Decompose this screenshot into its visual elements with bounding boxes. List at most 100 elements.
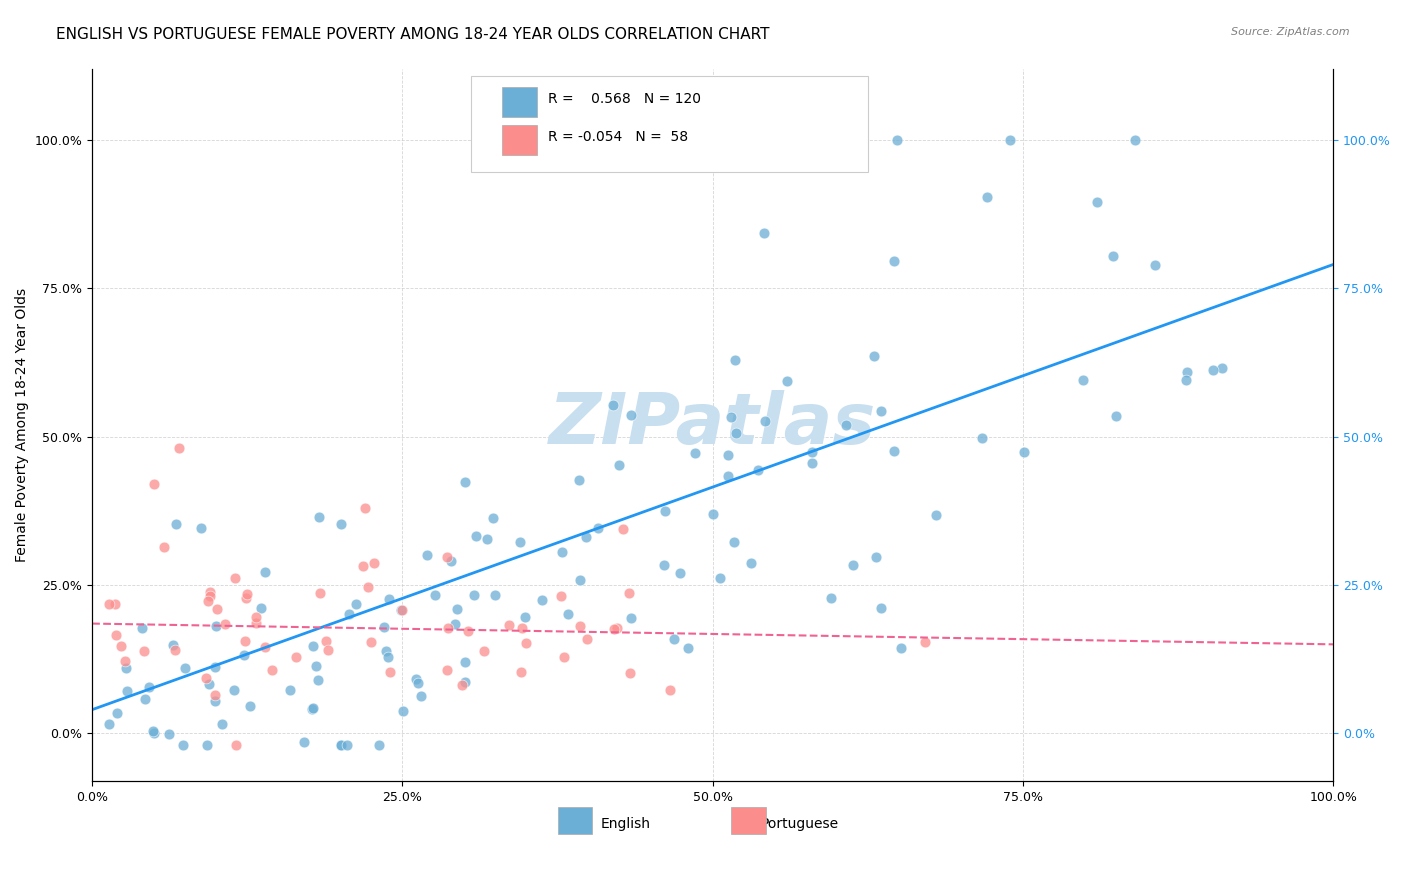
English bbox=[411, 690, 433, 704]
English bbox=[440, 554, 463, 568]
English bbox=[1175, 365, 1198, 379]
English bbox=[724, 426, 747, 441]
English bbox=[883, 254, 905, 268]
Portuguese bbox=[197, 593, 219, 607]
Portuguese bbox=[245, 615, 267, 630]
English bbox=[654, 504, 676, 518]
Text: ZIPatlas: ZIPatlas bbox=[550, 390, 876, 459]
English bbox=[162, 638, 184, 652]
English bbox=[373, 620, 395, 634]
English bbox=[406, 676, 429, 690]
Portuguese bbox=[515, 636, 537, 650]
Portuguese bbox=[167, 442, 190, 456]
English bbox=[970, 431, 993, 445]
English bbox=[367, 739, 389, 753]
English bbox=[568, 474, 591, 488]
English bbox=[105, 706, 128, 720]
English bbox=[717, 469, 740, 483]
English bbox=[301, 700, 323, 714]
English bbox=[131, 621, 153, 635]
English bbox=[1123, 133, 1146, 147]
English bbox=[195, 739, 218, 753]
English bbox=[820, 591, 842, 605]
English bbox=[557, 607, 579, 621]
Portuguese bbox=[104, 628, 127, 642]
Portuguese bbox=[104, 597, 127, 611]
English bbox=[709, 571, 731, 585]
English bbox=[1102, 249, 1125, 263]
FancyBboxPatch shape bbox=[471, 76, 868, 172]
Text: English: English bbox=[600, 817, 651, 830]
English bbox=[870, 601, 893, 615]
English bbox=[747, 463, 769, 477]
English bbox=[377, 650, 399, 665]
English bbox=[423, 588, 446, 602]
English bbox=[800, 456, 823, 470]
English bbox=[1211, 360, 1233, 375]
English bbox=[337, 607, 360, 621]
English bbox=[870, 404, 893, 418]
Portuguese bbox=[553, 650, 575, 665]
Portuguese bbox=[245, 610, 267, 624]
Portuguese bbox=[114, 654, 136, 668]
English bbox=[134, 692, 156, 706]
Portuguese bbox=[457, 624, 479, 638]
English bbox=[838, 133, 860, 147]
Portuguese bbox=[233, 634, 256, 648]
English bbox=[607, 458, 630, 472]
Portuguese bbox=[436, 664, 458, 678]
Portuguese bbox=[235, 591, 257, 605]
Portuguese bbox=[357, 580, 380, 594]
English bbox=[98, 717, 121, 731]
English bbox=[204, 660, 226, 674]
English bbox=[890, 641, 912, 656]
Portuguese bbox=[98, 597, 121, 611]
English bbox=[720, 410, 742, 425]
English bbox=[513, 609, 536, 624]
Portuguese bbox=[352, 559, 374, 574]
English bbox=[190, 521, 212, 535]
Portuguese bbox=[207, 602, 229, 616]
English bbox=[976, 190, 998, 204]
English bbox=[676, 640, 699, 655]
English bbox=[482, 511, 505, 525]
English bbox=[308, 509, 330, 524]
English bbox=[883, 444, 905, 458]
English bbox=[172, 739, 194, 753]
English bbox=[307, 673, 329, 687]
Portuguese bbox=[360, 634, 382, 648]
English bbox=[925, 508, 948, 523]
English bbox=[465, 529, 488, 543]
English bbox=[446, 602, 468, 616]
Portuguese bbox=[576, 632, 599, 647]
English bbox=[305, 658, 328, 673]
Portuguese bbox=[200, 585, 222, 599]
English bbox=[115, 661, 138, 675]
English bbox=[278, 682, 301, 697]
English bbox=[375, 644, 398, 658]
English bbox=[454, 655, 477, 669]
Portuguese bbox=[224, 571, 246, 585]
English bbox=[344, 597, 367, 611]
English bbox=[416, 549, 439, 563]
Portuguese bbox=[285, 649, 308, 664]
Portuguese bbox=[198, 589, 221, 603]
FancyBboxPatch shape bbox=[731, 807, 766, 834]
English bbox=[1202, 362, 1225, 376]
Portuguese bbox=[391, 603, 413, 617]
Portuguese bbox=[451, 678, 474, 692]
English bbox=[301, 640, 323, 654]
Portuguese bbox=[472, 644, 495, 658]
English bbox=[664, 632, 686, 646]
English bbox=[463, 588, 485, 602]
Portuguese bbox=[143, 477, 166, 491]
Portuguese bbox=[436, 549, 458, 564]
Portuguese bbox=[236, 587, 259, 601]
Portuguese bbox=[363, 556, 385, 570]
English bbox=[198, 677, 221, 691]
English bbox=[754, 414, 776, 428]
Text: R =   0.568   N = 120: R = 0.568 N = 120 bbox=[489, 89, 638, 103]
English bbox=[254, 565, 277, 579]
Portuguese bbox=[498, 617, 520, 632]
English bbox=[1143, 258, 1166, 272]
